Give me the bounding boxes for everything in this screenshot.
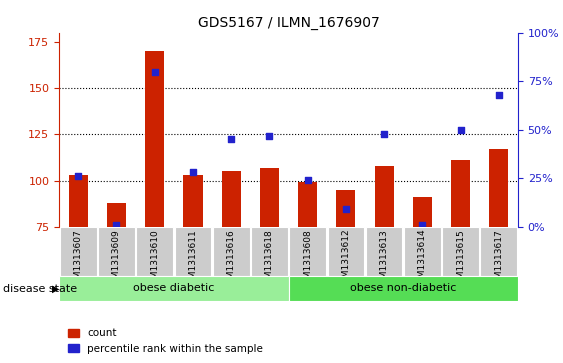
Bar (213, 227, 249, 276)
Bar (60, 227, 97, 276)
Bar (288, 276, 518, 301)
Point (189, 170, 198, 175)
Bar (328, 227, 364, 276)
Bar (175, 227, 211, 276)
Bar (59, 276, 288, 301)
Text: GSM1313616: GSM1313616 (227, 229, 236, 290)
Point (456, 127, 465, 132)
Text: obese diabetic: obese diabetic (133, 283, 215, 293)
Point (418, 222, 427, 228)
Point (341, 207, 350, 212)
Text: GSM1313610: GSM1313610 (150, 229, 159, 290)
Legend: count, percentile rank within the sample: count, percentile rank within the sample (64, 324, 267, 358)
Bar (136, 227, 173, 276)
Text: GSM1313617: GSM1313617 (494, 229, 503, 290)
Bar (145, 51, 164, 227)
Bar (413, 197, 432, 227)
Bar (107, 203, 126, 227)
Text: GSM1313609: GSM1313609 (112, 229, 121, 290)
Bar (451, 160, 470, 227)
Text: GSM1313607: GSM1313607 (74, 229, 83, 290)
Text: GSM1313613: GSM1313613 (379, 229, 388, 290)
Text: GSM1313618: GSM1313618 (265, 229, 274, 290)
Point (265, 133, 274, 139)
Bar (298, 183, 317, 227)
Bar (480, 227, 517, 276)
Bar (404, 227, 441, 276)
Bar (251, 227, 288, 276)
Point (379, 131, 388, 136)
Point (74, 174, 83, 179)
Bar (366, 227, 403, 276)
Bar (222, 171, 241, 227)
Text: disease state: disease state (3, 284, 77, 294)
Point (494, 92, 503, 98)
Bar (374, 166, 394, 227)
Text: GSM1313611: GSM1313611 (189, 229, 198, 290)
Bar (289, 227, 326, 276)
Bar (184, 175, 203, 227)
Point (227, 136, 236, 142)
Bar (489, 149, 508, 227)
Title: GDS5167 / ILMN_1676907: GDS5167 / ILMN_1676907 (198, 16, 379, 30)
Text: GSM1313608: GSM1313608 (303, 229, 312, 290)
Point (112, 222, 121, 228)
Bar (69, 175, 88, 227)
Text: GSM1313615: GSM1313615 (456, 229, 465, 290)
Point (150, 69, 159, 74)
Text: ▶: ▶ (52, 284, 60, 294)
Text: GSM1313614: GSM1313614 (418, 229, 427, 289)
Bar (98, 227, 135, 276)
Text: obese non-diabetic: obese non-diabetic (350, 283, 457, 293)
Bar (260, 168, 279, 227)
Bar (336, 190, 355, 227)
Bar (443, 227, 479, 276)
Text: GSM1313612: GSM1313612 (341, 229, 350, 289)
Point (303, 178, 312, 183)
